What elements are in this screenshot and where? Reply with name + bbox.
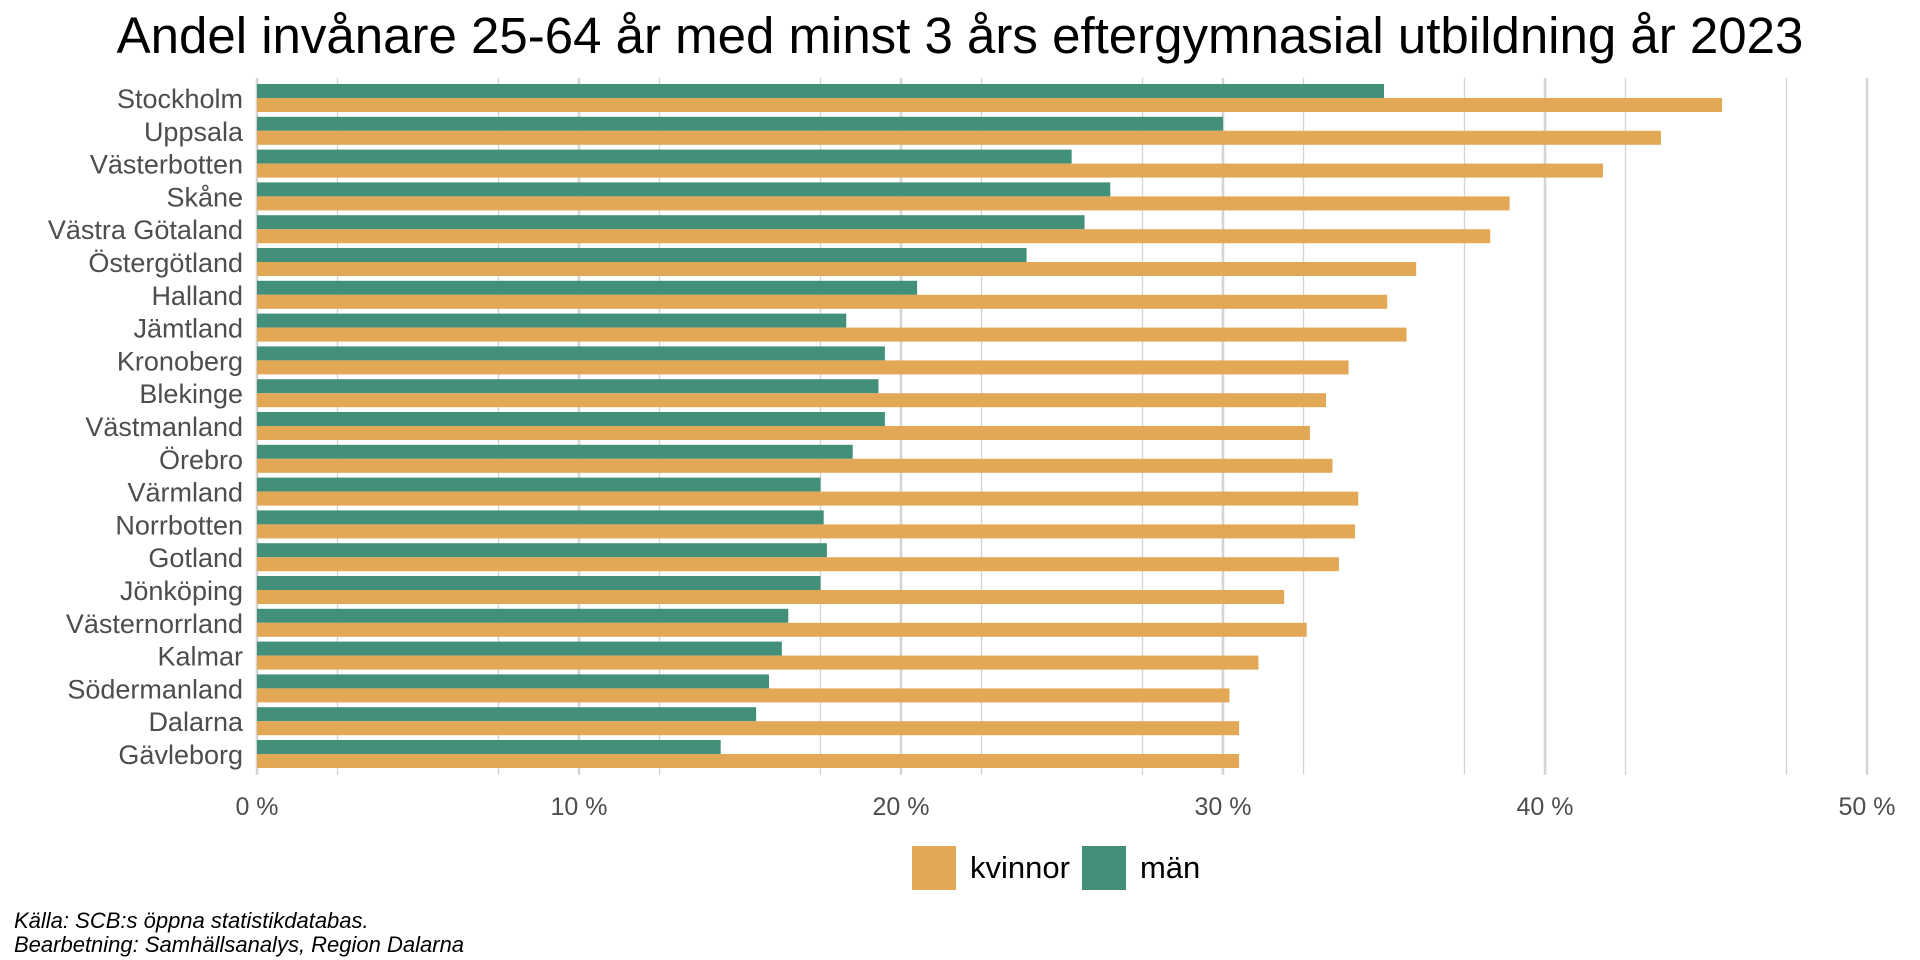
x-tick-label: 50 % [1839,793,1896,821]
bar-kvinnor [257,721,1240,736]
y-category-label: Västmanland [85,412,243,442]
bar-kvinnor [257,360,1349,375]
bar-man [257,116,1223,131]
y-category-label: Blekinge [139,379,243,409]
y-category-label: Kronoberg [117,346,243,376]
bar-man [257,346,885,361]
bar-man [257,707,757,722]
bar-kvinnor [257,590,1285,604]
bar-kvinnor [257,655,1259,670]
y-category-label: Jämtland [133,314,243,344]
bar-kvinnor [257,754,1240,768]
x-tick-label: 20 % [873,793,930,821]
y-category-label: Södermanland [67,674,243,704]
bar-man [257,182,1111,197]
legend-label-man: män [1139,850,1201,885]
bar-kvinnor [257,458,1333,473]
chart-title: Andel invånare 25-64 år med minst 3 års … [116,7,1804,64]
bar-man [257,379,879,394]
bar-man [257,608,789,623]
bar-man [257,149,1072,164]
bar-man [257,576,821,590]
y-category-label: Halland [151,281,243,311]
bar-kvinnor [257,327,1407,342]
y-category-label: Västerbotten [90,150,243,180]
bar-kvinnor [257,98,1723,112]
bar-kvinnor [257,393,1327,408]
bar-kvinnor [257,426,1310,440]
caption-source: Källa: SCB:s öppna statistikdatabas. [14,908,369,933]
bar-man [257,674,769,689]
bar-man [257,84,1384,98]
legend-item-kvinnor: kvinnor [912,846,1070,890]
y-category-label: Värmland [127,478,243,508]
caption-processing: Bearbetning: Samhällsanalys, Region Dala… [14,932,465,957]
bar-man [257,510,824,525]
bar-kvinnor [257,524,1356,539]
bar-man [257,740,721,754]
bar-kvinnor [257,491,1359,506]
bar-man [257,215,1085,230]
x-tick-label: 40 % [1517,793,1574,821]
y-category-label: Jönköping [120,576,243,606]
y-category-label: Västernorrland [66,609,243,639]
bar-kvinnor [257,196,1510,211]
bar-man [257,313,847,328]
bar-man [257,477,821,492]
legend-label-kvinnor: kvinnor [970,850,1070,885]
y-category-label: Kalmar [157,642,243,672]
bar-man [257,412,885,426]
y-category-label: Norrbotten [115,510,243,540]
bar-kvinnor [257,557,1339,572]
bar-kvinnor [257,229,1491,244]
bar-kvinnor [257,688,1230,703]
bar-kvinnor [257,262,1417,276]
y-category-label: Gotland [148,543,243,573]
bar-kvinnor [257,163,1603,178]
y-category-label: Gävleborg [118,740,243,770]
x-tick-label: 30 % [1195,793,1252,821]
legend-swatch-kvinnor [912,846,956,890]
bar-man [257,641,782,656]
bar-man [257,543,827,558]
y-category-label: Västra Götaland [48,215,243,245]
y-category-label: Stockholm [117,84,243,114]
y-category-label: Dalarna [148,707,244,737]
bar-man [257,248,1027,262]
bar-kvinnor [257,294,1388,309]
y-category-label: Örebro [159,445,243,475]
y-category-label: Skåne [166,182,243,212]
legend-swatch-man [1081,846,1126,890]
legend-item-man: män [1081,846,1201,890]
bar-man [257,444,853,459]
x-tick-label: 0 % [235,793,278,821]
y-category-label: Uppsala [144,117,244,147]
legend: kvinnor män [912,846,1212,890]
bar-kvinnor [257,130,1661,145]
bar-man [257,280,918,295]
bar-kvinnor [257,622,1307,637]
y-category-label: Östergötland [88,248,243,278]
x-tick-label: 10 % [551,793,608,821]
